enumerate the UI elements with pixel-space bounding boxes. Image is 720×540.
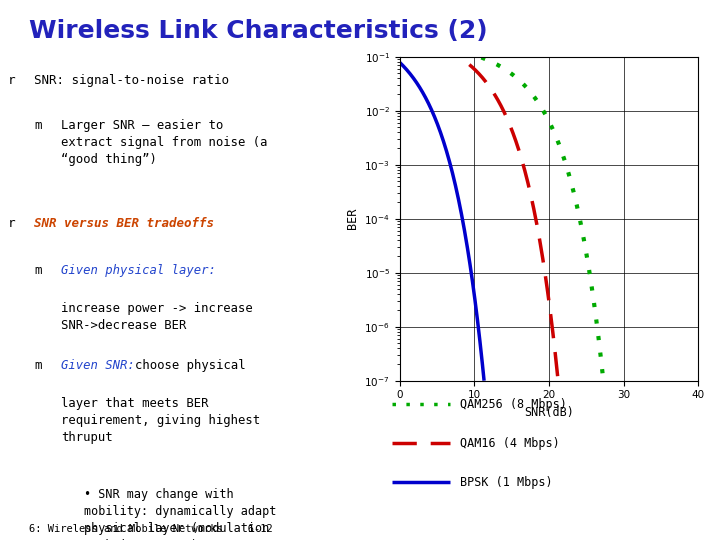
Text: r: r: [8, 217, 15, 230]
Text: QAM16 (4 Mbps): QAM16 (4 Mbps): [460, 437, 559, 450]
Text: layer that meets BER
requirement, giving highest
thruput: layer that meets BER requirement, giving…: [61, 397, 260, 444]
Text: SNR: signal-to-noise ratio: SNR: signal-to-noise ratio: [35, 74, 230, 87]
Text: • SNR may change with
mobility: dynamically adapt
physical layer (modulation
tec: • SNR may change with mobility: dynamica…: [84, 488, 276, 540]
Text: Wireless Link Characteristics (2): Wireless Link Characteristics (2): [29, 19, 487, 43]
Text: Given SNR:: Given SNR:: [61, 359, 135, 372]
Text: m: m: [35, 119, 42, 132]
Text: Larger SNR – easier to
extract signal from noise (a
“good thing”): Larger SNR – easier to extract signal fr…: [61, 119, 268, 166]
Text: increase power -> increase
SNR->decrease BER: increase power -> increase SNR->decrease…: [61, 302, 253, 332]
Y-axis label: BER: BER: [346, 208, 359, 230]
Text: Given physical layer:: Given physical layer:: [61, 264, 216, 277]
X-axis label: SNR(dB): SNR(dB): [524, 406, 574, 419]
Text: QAM256 (8 Mbps): QAM256 (8 Mbps): [460, 398, 567, 411]
Text: SNR versus BER tradeoffs: SNR versus BER tradeoffs: [35, 217, 215, 230]
Text: m: m: [35, 359, 42, 372]
Text: BPSK (1 Mbps): BPSK (1 Mbps): [460, 476, 552, 489]
Text: r: r: [8, 74, 15, 87]
Text: choose physical: choose physical: [135, 359, 246, 372]
Text: 6: Wireless and Mobile Networks    6-12: 6: Wireless and Mobile Networks 6-12: [29, 524, 273, 534]
Text: m: m: [35, 264, 42, 277]
